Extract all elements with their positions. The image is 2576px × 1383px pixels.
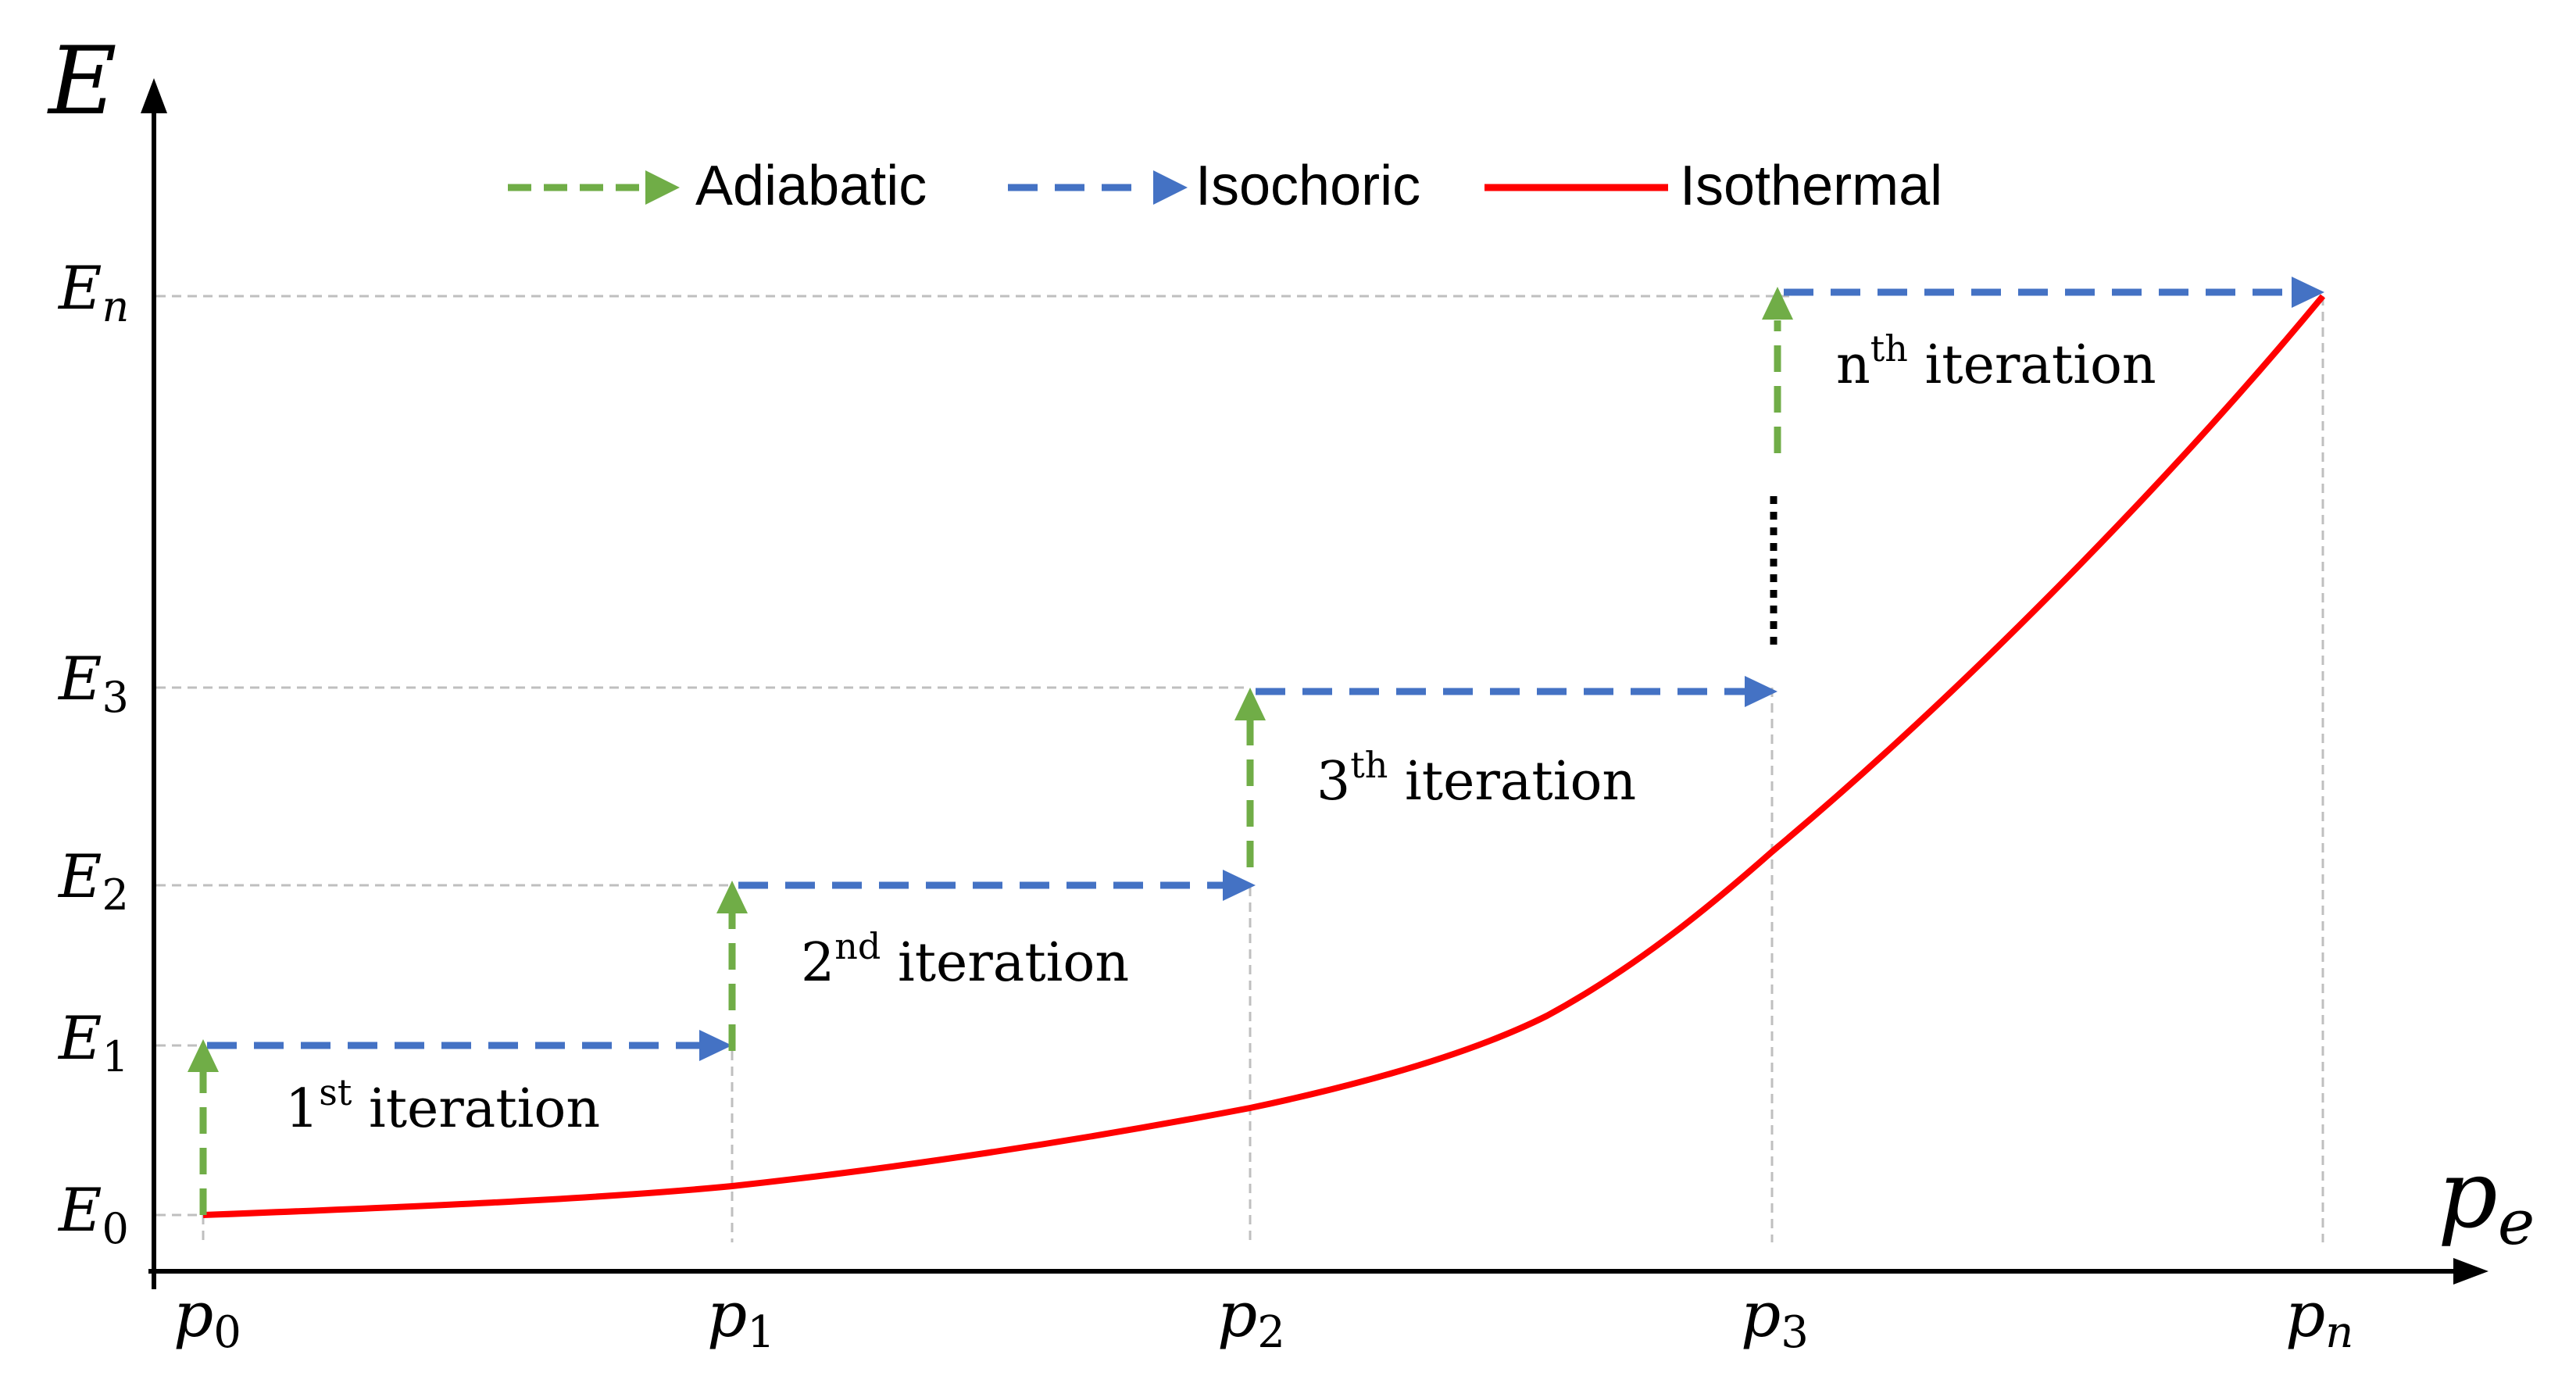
- x-tick-p2: p2: [1217, 1278, 1285, 1358]
- adiabatic-arrowheads: [188, 287, 1793, 1072]
- arrow-right-icon: [2292, 277, 2324, 308]
- x-axis-arrowhead-icon: [2453, 1258, 2488, 1285]
- arrow-right-icon: [1223, 870, 1256, 901]
- legend-adiabatic-label: Adiabatic: [695, 155, 927, 217]
- legend-adiabatic-arrow-icon: [645, 170, 680, 205]
- arrow-right-icon: [699, 1030, 732, 1061]
- x-tick-p1: p1: [707, 1278, 775, 1358]
- legend-isothermal-label: Isothermal: [1680, 155, 1942, 217]
- axes: [148, 102, 2453, 1289]
- legend: Adiabatic Isochoric Isothermal: [508, 155, 1942, 217]
- y-tick-e2: E2: [57, 842, 129, 920]
- iteration-label-1: 1st iteration: [285, 1071, 600, 1140]
- adiabatic-steps: [199, 320, 1781, 1215]
- y-tick-labels: E0 E1 E2 E3 En: [57, 253, 129, 1253]
- x-axis-label-main: p: [2438, 1141, 2498, 1249]
- iteration-label-n: nth iteration: [1836, 327, 2156, 396]
- horizontal-guides: [156, 295, 1789, 1217]
- isochoric-steps: [207, 288, 2297, 1049]
- y-tick-e1: E1: [57, 1003, 129, 1081]
- vertical-guides: [202, 296, 2324, 1242]
- x-tick-pn: pn: [2285, 1278, 2353, 1358]
- y-axis-label: E: [47, 27, 117, 136]
- x-tick-p3: p3: [1741, 1278, 1809, 1358]
- iteration-label-3: 3th iteration: [1317, 744, 1636, 813]
- legend-isochoric-label: Isochoric: [1195, 155, 1420, 217]
- legend-isochoric-arrow-icon: [1153, 170, 1188, 205]
- x-axis-label-sub: e: [2498, 1186, 2535, 1259]
- iteration-label-2: 2nd iteration: [801, 925, 1129, 994]
- y-tick-e0: E0: [57, 1175, 129, 1253]
- isochoric-arrowheads: [699, 277, 2324, 1061]
- arrow-up-icon: [188, 1039, 219, 1072]
- y-tick-en: En: [57, 253, 129, 331]
- arrow-up-icon: [716, 881, 748, 913]
- isothermal-curve: [202, 294, 2326, 1218]
- x-tick-p0: p0: [173, 1278, 241, 1358]
- iteration-labels: 1st iteration 2nd iteration 3th iteratio…: [285, 327, 2156, 1140]
- y-tick-e3: E3: [57, 644, 129, 722]
- arrow-right-icon: [1745, 676, 1777, 707]
- x-tick-labels: p0 p1 p2 p3 pn: [173, 1278, 2353, 1358]
- x-axis-label: pe: [2438, 1141, 2535, 1259]
- y-axis-arrowhead-icon: [141, 78, 167, 113]
- arrow-up-icon: [1234, 688, 1266, 720]
- arrow-up-icon: [1762, 287, 1793, 320]
